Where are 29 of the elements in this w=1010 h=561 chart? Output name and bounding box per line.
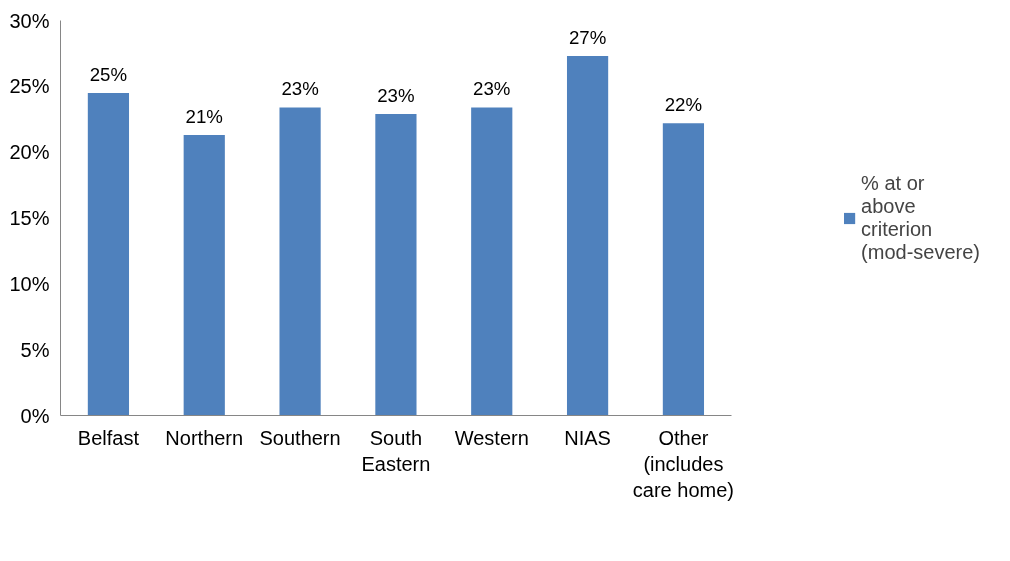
y-tick-label: 15%: [9, 207, 50, 229]
data-label: 23%: [473, 78, 511, 100]
y-tick-label: 30%: [9, 9, 50, 32]
x-tick-label: Belfast: [77, 426, 140, 449]
bar: [471, 107, 513, 416]
y-tick-label: 20%: [9, 141, 50, 164]
y-tick-label: 0%: [20, 404, 50, 427]
data-label: 27%: [568, 27, 607, 49]
x-tick-label: South Eastern: [361, 426, 431, 475]
x-tick-label: NIAS: [564, 426, 611, 449]
bar: [183, 135, 225, 416]
data-label: 22%: [664, 94, 703, 116]
y-tick-label: 25%: [9, 75, 50, 98]
bar: [662, 123, 705, 416]
y-tick-label: 5%: [20, 338, 50, 361]
x-tick-label: Other (includes care home): [632, 426, 734, 502]
x-tick-label: Northern: [165, 426, 244, 449]
bar: [279, 107, 321, 416]
bar: [566, 56, 609, 416]
data-label: 23%: [281, 78, 319, 100]
data-label: 21%: [185, 106, 223, 128]
data-label: 23%: [377, 84, 415, 106]
y-tick-label: 10%: [9, 272, 50, 295]
legend-label: % at or above criterion (mod-severe): [861, 170, 980, 265]
data-label: 25%: [89, 63, 128, 85]
bar: [375, 113, 417, 416]
bar: [87, 92, 130, 416]
x-tick-label: Western: [454, 426, 529, 449]
x-tick-label: Southern: [259, 426, 341, 449]
